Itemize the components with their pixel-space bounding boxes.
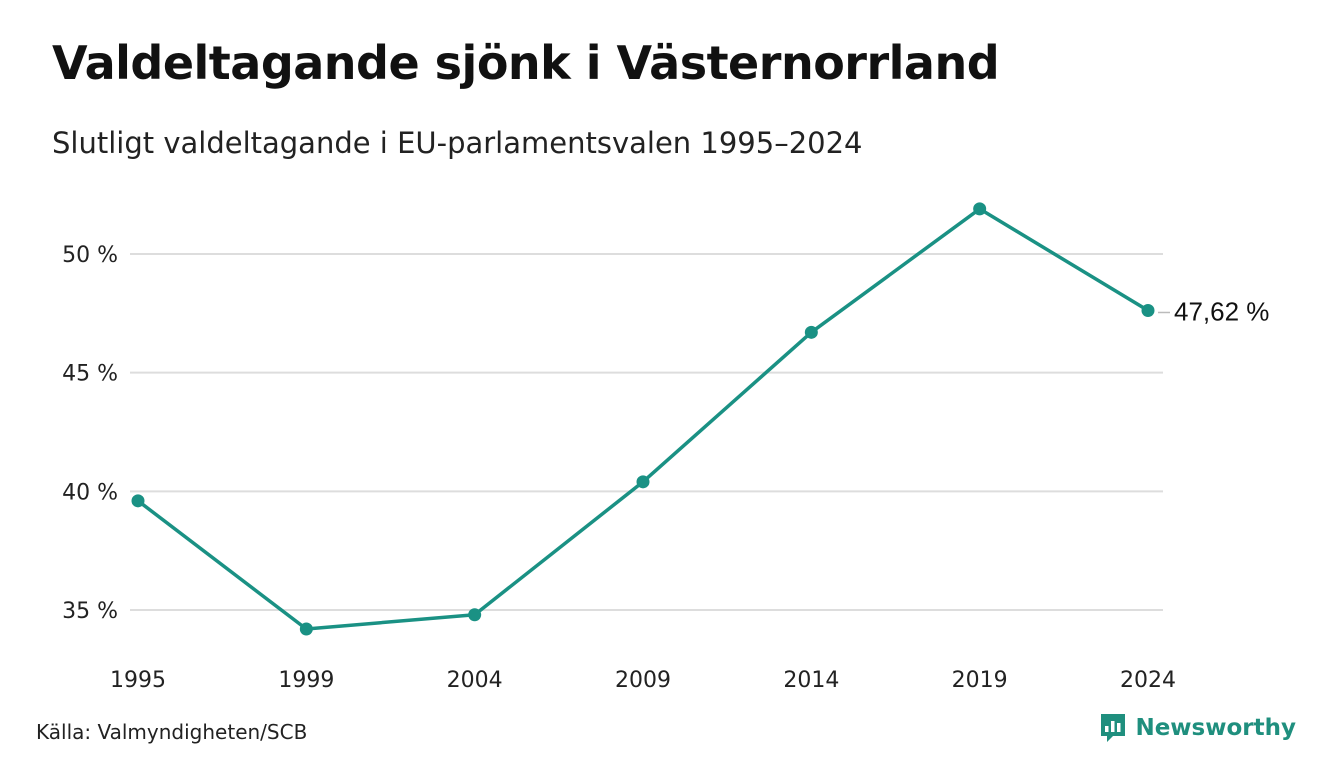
data-point (131, 494, 145, 508)
brand-name: Newsworthy (1135, 715, 1296, 741)
newsworthy-logo-icon (1101, 714, 1126, 742)
x-tick-label: 2014 (783, 668, 839, 693)
y-tick-label: 45 % (62, 362, 118, 387)
y-tick-label: 40 % (62, 480, 118, 505)
source-note: Källa: Valmyndigheten/SCB (36, 720, 308, 744)
end-value-label: 47,62 % (1174, 296, 1269, 326)
chart-subtitle: Slutligt valdeltagande i EU-parlamentsva… (52, 126, 863, 160)
x-axis-tick-labels: 1995 1999 2004 2009 2014 2019 2024 (110, 668, 1176, 693)
x-tick-label: 2004 (447, 668, 503, 693)
y-tick-label: 35 % (62, 599, 118, 624)
brand-logo: Newsworthy (1099, 712, 1296, 744)
y-axis-tick-labels: 35 % 40 % 45 % 50 % (62, 243, 118, 624)
x-tick-label: 2024 (1120, 668, 1176, 693)
y-tick-label: 50 % (62, 243, 118, 268)
data-point (1141, 303, 1155, 317)
x-tick-label: 1995 (110, 668, 166, 693)
data-point (299, 622, 313, 636)
x-tick-label: 2009 (615, 668, 671, 693)
series-layer (131, 202, 1155, 636)
series-line (136, 207, 1150, 631)
x-tick-label: 2019 (952, 668, 1008, 693)
data-point (636, 475, 650, 489)
annotation-layer: 47,62 % (1158, 296, 1269, 326)
data-point (973, 202, 987, 216)
chart-title: Valdeltagande sjönk i Västernorrland (52, 36, 1000, 90)
x-tick-label: 1999 (278, 668, 334, 693)
data-point (468, 608, 482, 622)
gridlines (130, 253, 1163, 611)
data-point (804, 325, 818, 339)
